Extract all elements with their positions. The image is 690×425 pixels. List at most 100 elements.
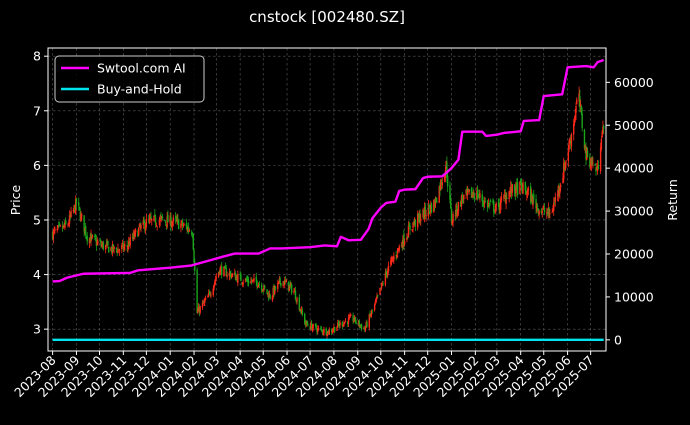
price-candle-body bbox=[342, 325, 344, 327]
price-candle-body bbox=[500, 197, 503, 200]
price-candle-body bbox=[310, 323, 312, 329]
price-candle-body bbox=[167, 214, 169, 223]
price-candle-body bbox=[228, 272, 231, 276]
price-candle-body bbox=[332, 329, 334, 331]
price-candle-body bbox=[256, 281, 258, 287]
price-candle-body bbox=[134, 230, 136, 237]
price-candle-body bbox=[529, 186, 532, 203]
price-candle-body bbox=[559, 184, 562, 188]
price-candle-body bbox=[373, 304, 376, 311]
price-candle-body bbox=[440, 179, 442, 190]
price-candle-body bbox=[476, 188, 479, 199]
price-candle-body bbox=[514, 191, 517, 195]
price-candle-body bbox=[214, 279, 217, 282]
price-candle-body bbox=[64, 220, 67, 225]
price-candle-body bbox=[123, 247, 125, 249]
price-candle-body bbox=[58, 224, 60, 226]
price-candle-body bbox=[88, 237, 91, 244]
price-candle-body bbox=[218, 270, 221, 274]
price-candle-body bbox=[546, 213, 549, 215]
price-candle-body bbox=[192, 234, 194, 250]
price-candle-body bbox=[148, 218, 151, 222]
price-candle-body bbox=[274, 286, 277, 290]
price-candle-body bbox=[78, 202, 80, 206]
price-candle-body bbox=[562, 177, 564, 184]
price-candle-body bbox=[392, 258, 394, 260]
price-candle-body bbox=[224, 266, 227, 269]
price-candle-body bbox=[513, 184, 516, 192]
price-candle-body bbox=[535, 199, 537, 209]
price-candle-body bbox=[84, 227, 86, 230]
price-candle-body bbox=[503, 195, 505, 198]
price-candle-body bbox=[521, 186, 523, 194]
price-candle-body bbox=[223, 266, 225, 277]
price-candle-body bbox=[457, 201, 460, 212]
price-candle-body bbox=[161, 216, 164, 219]
price-candle-body bbox=[294, 290, 297, 300]
price-candle-body bbox=[229, 271, 231, 274]
price-candle-body bbox=[212, 288, 214, 296]
price-candle-body bbox=[397, 248, 399, 254]
price-candle-body bbox=[371, 309, 374, 311]
price-candle-body bbox=[295, 300, 297, 302]
price-tick-label: 8 bbox=[33, 49, 41, 64]
price-candle-body bbox=[325, 328, 327, 335]
price-candle-body bbox=[589, 156, 591, 168]
price-candle-body bbox=[150, 216, 152, 220]
price-candle-body bbox=[391, 258, 394, 259]
price-candle-body bbox=[327, 331, 329, 335]
price-candle-body bbox=[495, 203, 497, 209]
price-candle-body bbox=[139, 226, 141, 228]
price-candle-body bbox=[272, 287, 274, 297]
price-candle-body bbox=[382, 283, 384, 285]
return-tick-label: 40000 bbox=[614, 161, 654, 176]
price-candle-body bbox=[81, 215, 83, 217]
price-candle-body bbox=[234, 272, 236, 275]
price-candle-body bbox=[267, 293, 270, 299]
price-candle-body bbox=[416, 213, 419, 228]
price-candle-body bbox=[430, 203, 433, 213]
price-candle-body bbox=[488, 203, 490, 205]
price-candle-body bbox=[128, 241, 130, 246]
price-candle-body bbox=[551, 212, 553, 213]
price-candle-body bbox=[235, 276, 238, 280]
price-candle-body bbox=[411, 229, 414, 231]
price-candle-body bbox=[595, 167, 597, 172]
price-candle-body bbox=[428, 204, 430, 209]
price-candle-body bbox=[245, 279, 247, 281]
price-candle-body bbox=[390, 260, 392, 265]
price-candle-body bbox=[101, 244, 103, 246]
price-candle-body bbox=[113, 246, 115, 250]
price-candle-body bbox=[52, 230, 55, 240]
price-candle-body bbox=[456, 211, 459, 215]
price-candle-body bbox=[583, 129, 586, 149]
price-candle-body bbox=[260, 284, 263, 291]
price-candle-body bbox=[102, 242, 105, 250]
price-candle-body bbox=[578, 93, 580, 101]
price-candle-body bbox=[386, 271, 388, 275]
price-candle-body bbox=[177, 218, 179, 220]
price-candle-body bbox=[118, 249, 120, 251]
price-candle-body bbox=[427, 205, 430, 217]
price-candle-body bbox=[497, 201, 500, 203]
price-candle-body bbox=[482, 201, 484, 203]
price-candle-body bbox=[559, 188, 561, 194]
price-candle-body bbox=[165, 224, 168, 226]
price-candle-body bbox=[95, 240, 98, 246]
price-candle-body bbox=[553, 201, 556, 203]
price-candle-body bbox=[213, 284, 215, 290]
price-candle-body bbox=[479, 193, 481, 198]
price-candle-body bbox=[503, 194, 506, 196]
price-candle-body bbox=[532, 196, 534, 206]
price-candle-body bbox=[264, 286, 266, 289]
price-candle-body bbox=[99, 240, 101, 242]
price-candle-body bbox=[484, 201, 487, 203]
price-candle-body bbox=[74, 198, 77, 214]
price-candle-body bbox=[337, 322, 340, 325]
price-candle-body bbox=[176, 218, 178, 222]
price-candle-body bbox=[526, 190, 529, 194]
price-candle-body bbox=[471, 193, 473, 198]
price-candle-body bbox=[169, 215, 171, 224]
price-candle-body bbox=[221, 266, 223, 276]
price-candle-body bbox=[366, 322, 368, 327]
